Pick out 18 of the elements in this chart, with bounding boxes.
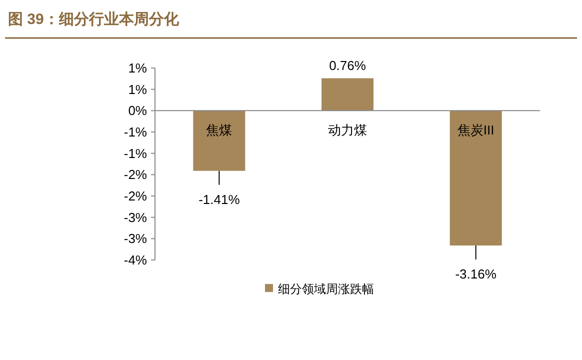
y-tick-label: -3%	[124, 210, 148, 225]
y-tick-label: -1%	[124, 146, 148, 161]
x-tick-label: 动力煤	[328, 122, 367, 138]
y-tick-label: -2%	[124, 167, 148, 182]
y-tick-label: 1%	[128, 60, 148, 76]
data-label: 0.76%	[329, 58, 366, 74]
data-label: -1.41%	[198, 192, 240, 207]
legend-label: 细分领域周涨跌幅	[278, 282, 374, 296]
data-label: -3.16%	[455, 266, 497, 282]
y-tick-label: -4%	[124, 252, 148, 268]
x-tick-label: 焦炭III	[457, 122, 494, 138]
y-tick-label: -1%	[124, 124, 148, 140]
y-tick-label: 0%	[128, 103, 148, 118]
chart-title: 图 39：细分行业本周分化	[8, 11, 180, 28]
x-tick-label: 焦煤	[206, 122, 232, 138]
y-tick-label: -2%	[124, 188, 148, 204]
y-tick-label: 1%	[128, 82, 148, 97]
y-tick-label: -3%	[124, 231, 148, 246]
